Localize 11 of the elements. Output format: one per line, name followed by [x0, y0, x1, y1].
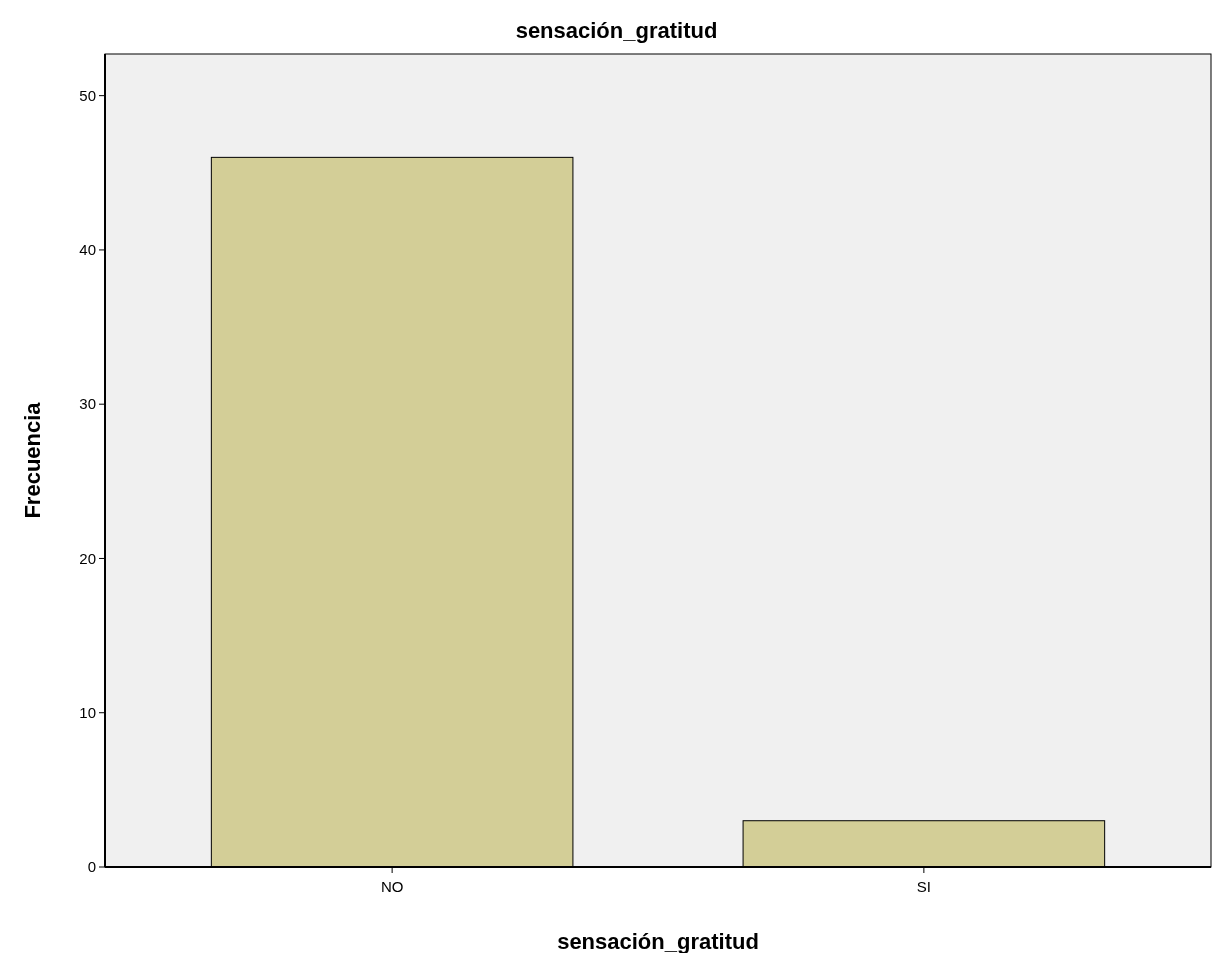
y-tick-label: 20: [79, 549, 96, 567]
y-tick-label: 10: [79, 703, 96, 721]
x-axis-title: sensación_gratitud: [557, 929, 759, 953]
x-tick-label: NO: [380, 878, 404, 895]
y-tick-label: 40: [79, 241, 96, 259]
x-tick-label: SI: [916, 878, 931, 895]
y-tick-label: 0: [87, 858, 96, 876]
y-axis-title: Frecuencia: [20, 401, 45, 519]
y-tick-label: 30: [79, 395, 96, 413]
y-tick-label: 50: [79, 86, 96, 104]
chart-title: sensación_gratitud: [515, 18, 718, 43]
